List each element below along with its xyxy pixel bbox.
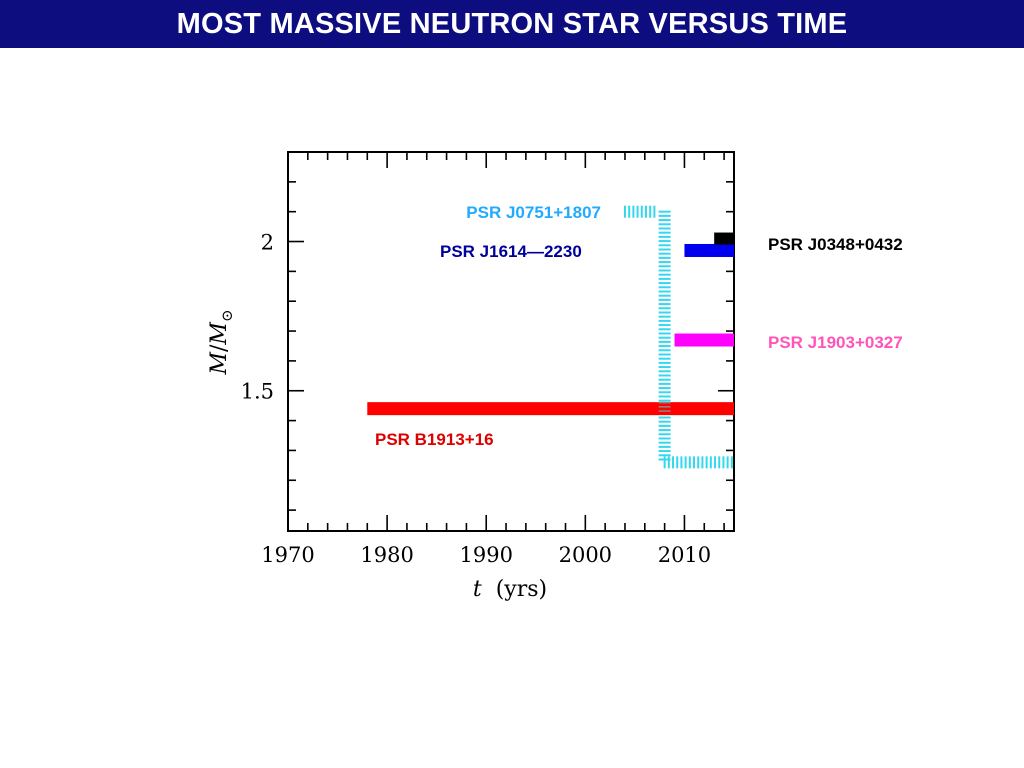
x-tick-label: 1970 xyxy=(261,543,314,567)
x-tick-label: 1990 xyxy=(459,543,512,567)
y-axis-slash: / xyxy=(207,344,232,352)
series-label-psr-j0751-1807: PSR J0751+1807 xyxy=(466,203,601,222)
series-bar-psr-j0348-0432 xyxy=(714,232,734,245)
y-tick-label: 1.5 xyxy=(241,380,274,404)
x-axis-unit: (yrs) xyxy=(496,577,547,602)
series-label-psr-j1903-0327: PSR J1903+0327 xyxy=(768,333,903,352)
y-axis-variable: M xyxy=(207,352,232,376)
series-bar-psr-j1903-0327 xyxy=(674,333,734,347)
y-axis-variable-denominator: M xyxy=(207,322,232,346)
page-title: MOST MASSIVE NEUTRON STAR VERSUS TIME xyxy=(0,0,1024,48)
series-label-psr-j1614-2230: PSR J1614—2230 xyxy=(440,242,582,261)
series-label-psr-j0348-0432: PSR J0348+0432 xyxy=(768,235,903,254)
x-tick-label: 1980 xyxy=(360,543,413,567)
series-label-psr-b1913-16: PSR B1913+16 xyxy=(375,430,494,449)
x-tick-label: 2000 xyxy=(559,543,612,567)
x-axis-title: t (yrs) xyxy=(473,577,547,602)
x-tick-label: 2010 xyxy=(658,543,711,567)
y-tick-label: 2 xyxy=(261,231,274,255)
series-bar-psr-b1913-16 xyxy=(367,402,734,416)
series-bar-psr-j1614-2230 xyxy=(684,243,734,257)
y-axis-title: M/M⊙ xyxy=(207,309,236,375)
x-axis-variable: t xyxy=(473,577,482,602)
y-axis-subscript: ⊙ xyxy=(218,309,236,322)
